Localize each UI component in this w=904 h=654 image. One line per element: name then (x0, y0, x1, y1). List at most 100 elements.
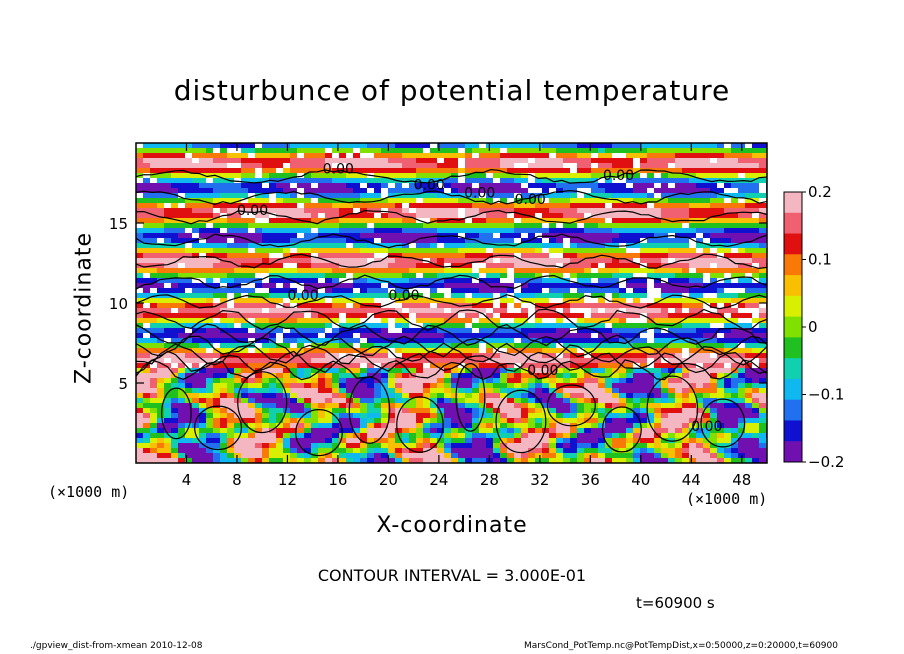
field-cell (290, 188, 298, 194)
field-cell (591, 383, 599, 389)
field-cell (738, 353, 746, 359)
field-cell (577, 248, 585, 254)
field-cell (178, 378, 186, 384)
field-cell (584, 238, 592, 244)
field-cell (556, 398, 564, 404)
field-cell (682, 318, 690, 324)
field-cell (633, 358, 641, 364)
field-cell (276, 258, 284, 264)
field-cell (437, 258, 445, 264)
field-cell (402, 198, 410, 204)
field-cell (738, 263, 746, 269)
field-cell (696, 243, 704, 249)
field-cell (507, 318, 515, 324)
field-cell (339, 398, 347, 404)
field-cell (479, 388, 487, 394)
field-cell (465, 333, 473, 339)
field-cell (633, 363, 641, 369)
field-cell (444, 323, 452, 329)
field-cell (325, 208, 333, 214)
field-cell (577, 373, 585, 379)
field-cell (248, 278, 256, 284)
field-cell (584, 383, 592, 389)
field-cell (381, 288, 389, 294)
field-cell (262, 253, 270, 259)
field-cell (535, 353, 543, 359)
field-cell (759, 373, 767, 379)
field-cell (220, 393, 228, 399)
field-cell (668, 208, 676, 214)
field-cell (654, 153, 662, 159)
field-cell (346, 243, 354, 249)
field-cell (283, 388, 291, 394)
field-cell (549, 368, 557, 374)
field-cell (444, 273, 452, 279)
field-cell (703, 173, 711, 179)
field-cell (500, 313, 508, 319)
field-cell (304, 328, 312, 334)
field-cell (248, 318, 256, 324)
field-cell (388, 173, 396, 179)
field-cell (647, 293, 655, 299)
field-cell (486, 223, 494, 229)
field-cell (325, 328, 333, 334)
field-cell (297, 283, 305, 289)
field-cell (710, 363, 718, 369)
field-cell (752, 358, 760, 364)
field-cell (675, 378, 683, 384)
field-cell (402, 218, 410, 224)
field-cell (605, 353, 613, 359)
field-cell (605, 213, 613, 219)
field-cell (332, 383, 340, 389)
field-cell (584, 298, 592, 304)
field-cell (157, 413, 165, 419)
field-cell (493, 238, 501, 244)
field-cell (171, 173, 179, 179)
field-cell (605, 393, 613, 399)
field-cell (584, 203, 592, 209)
field-cell (332, 353, 340, 359)
field-cell (654, 283, 662, 289)
field-cell (437, 153, 445, 159)
field-cell (325, 343, 333, 349)
field-cell (738, 388, 746, 394)
field-cell (556, 148, 564, 154)
field-cell (437, 188, 445, 194)
field-cell (227, 188, 235, 194)
field-cell (549, 398, 557, 404)
field-cell (192, 193, 200, 199)
field-cell (556, 368, 564, 374)
field-cell (178, 398, 186, 404)
field-cell (297, 208, 305, 214)
field-cell (458, 213, 466, 219)
field-cell (465, 353, 473, 359)
field-cell (213, 278, 221, 284)
field-cell (458, 293, 466, 299)
field-cell (724, 388, 732, 394)
field-cell (577, 408, 585, 414)
field-cell (311, 383, 319, 389)
field-cell (570, 163, 578, 169)
field-cell (318, 173, 326, 179)
field-cell (269, 238, 277, 244)
field-cell (444, 253, 452, 259)
field-cell (283, 408, 291, 414)
field-cell (332, 288, 340, 294)
field-cell (157, 403, 165, 409)
field-cell (745, 268, 753, 274)
field-cell (717, 313, 725, 319)
field-cell (360, 168, 368, 174)
field-cell (220, 173, 228, 179)
field-cell (661, 323, 669, 329)
field-cell (661, 163, 669, 169)
field-cell (136, 363, 144, 369)
field-cell (157, 333, 165, 339)
field-cell (213, 253, 221, 259)
field-cell (584, 358, 592, 364)
field-cell (710, 308, 718, 314)
field-cell (521, 208, 529, 214)
field-cell (745, 183, 753, 189)
field-cell (717, 413, 725, 419)
field-cell (703, 163, 711, 169)
field-cell (619, 403, 627, 409)
